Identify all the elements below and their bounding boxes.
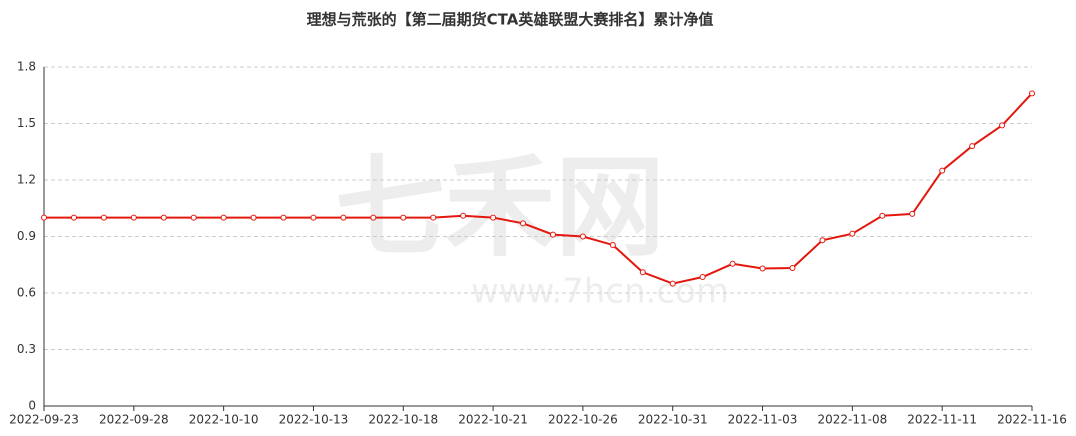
y-tick-label: 1.8 xyxy=(17,60,36,74)
point xyxy=(729,260,736,267)
point xyxy=(909,210,916,217)
point xyxy=(819,237,826,244)
point xyxy=(160,214,167,221)
point xyxy=(430,214,437,221)
x-tick-label: 2022-11-08 xyxy=(817,413,887,427)
point xyxy=(579,233,586,240)
watermark: 七禾网 www.7hcn.com xyxy=(335,143,729,311)
y-tick-label: 0.6 xyxy=(17,286,36,300)
x-tick-label: 2022-10-18 xyxy=(368,413,438,427)
x-tick-label: 2022-09-28 xyxy=(99,413,169,427)
x-tick-label: 2022-11-16 xyxy=(997,413,1067,427)
x-tick-label: 2022-10-26 xyxy=(548,413,618,427)
y-tick-label: 0.3 xyxy=(17,342,36,356)
point xyxy=(939,167,946,174)
x-tick-label: 2022-10-10 xyxy=(189,413,259,427)
y-tick-label: 0 xyxy=(28,399,36,413)
x-tick-label: 2022-10-13 xyxy=(279,413,349,427)
chart-title: 理想与荒张的【第二届期货CTA英雄联盟大赛排名】累计净值 xyxy=(307,11,714,29)
point xyxy=(310,214,317,221)
point xyxy=(999,122,1006,129)
point xyxy=(669,280,676,287)
x-tick-label: 2022-10-31 xyxy=(638,413,708,427)
point xyxy=(520,220,527,227)
point xyxy=(460,212,467,219)
point xyxy=(879,212,886,219)
point xyxy=(100,214,107,221)
point xyxy=(759,265,766,272)
point xyxy=(280,214,287,221)
point xyxy=(400,214,407,221)
point xyxy=(70,214,77,221)
y-tick-label: 0.9 xyxy=(17,229,36,243)
x-tick-label: 2022-09-23 xyxy=(9,413,79,427)
y-tick-label: 1.2 xyxy=(17,173,36,187)
point xyxy=(130,214,137,221)
watermark-url: www.7hcn.com xyxy=(471,272,729,312)
x-tick-label: 2022-11-11 xyxy=(907,413,977,427)
point xyxy=(1029,90,1035,97)
point xyxy=(490,214,497,221)
point xyxy=(370,214,377,221)
point xyxy=(639,269,646,276)
point xyxy=(969,143,976,150)
point xyxy=(549,231,556,238)
point xyxy=(41,214,47,221)
point xyxy=(220,214,227,221)
point xyxy=(609,241,616,248)
x-tick-label: 2022-10-21 xyxy=(458,413,528,427)
y-tick-label: 1.5 xyxy=(17,116,36,130)
x-tick-label: 2022-11-03 xyxy=(728,413,798,427)
watermark-logo: 七禾网 xyxy=(335,143,665,271)
line xyxy=(44,92,1033,285)
point xyxy=(190,214,197,221)
point xyxy=(699,273,706,280)
point xyxy=(789,264,796,271)
point xyxy=(340,214,347,221)
point xyxy=(250,214,257,221)
point xyxy=(849,230,856,237)
